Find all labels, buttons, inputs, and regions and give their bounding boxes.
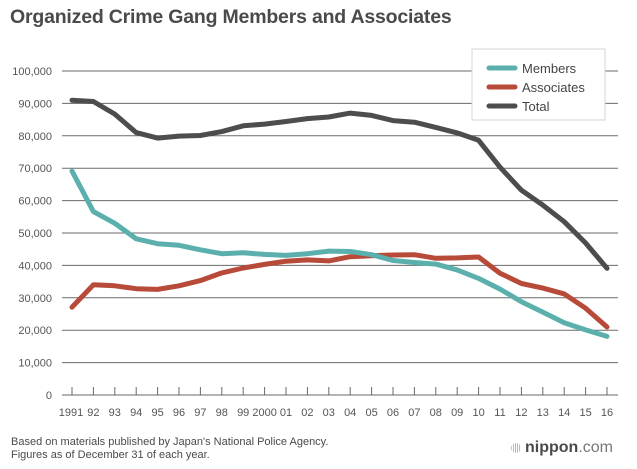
y-tick-label: 50,000 [18, 228, 52, 240]
legend-label-total: Total [522, 99, 550, 114]
x-tick-label: 11 [494, 407, 505, 419]
y-tick-label: 30,000 [18, 293, 52, 305]
series-lines [69, 97, 610, 339]
x-axis: 1991 92 93 94 95 96 97 98 99 2000 01 02 03 04 05 06 07 08… [59, 387, 613, 419]
y-tick-label: 90,000 [18, 98, 52, 110]
y-tick-label: 70,000 [18, 163, 52, 175]
series-line-associates [69, 252, 610, 330]
x-tick-label: 96 [173, 407, 185, 419]
y-tick-label: 0 [46, 390, 52, 402]
y-tick-label: 20,000 [18, 325, 52, 337]
series-line-total [69, 97, 610, 271]
x-tick-label: 06 [387, 407, 399, 419]
legend-label-members: Members [522, 61, 577, 76]
x-tick-label: 05 [365, 407, 377, 419]
y-tick-label: 80,000 [18, 131, 52, 143]
legend: Members Associates Total [471, 48, 606, 121]
x-tick-label: 08 [430, 407, 442, 419]
x-tick-label: 95 [151, 407, 163, 419]
brand-name: nippon [525, 439, 579, 456]
brand-suffix: .com [578, 439, 613, 456]
x-tick-label: 10 [472, 407, 484, 419]
x-tick-label: 99 [237, 407, 249, 419]
x-tick-label: 94 [130, 407, 142, 419]
x-tick-label: 13 [537, 407, 549, 419]
source-note-line-1: Based on materials published by Japan's … [11, 436, 329, 448]
source-note: Based on materials published by Japan's … [11, 436, 328, 462]
source-note-line-2: Figures as of December 31 of each year. [11, 449, 210, 461]
y-tick-label: 10,000 [18, 358, 52, 370]
x-tick-label: 93 [109, 407, 121, 419]
legend-label-associates: Associates [522, 80, 585, 95]
x-tick-label: 1991 [59, 407, 83, 419]
y-tick-label: 100,000 [12, 66, 52, 78]
x-tick-label: 14 [558, 407, 570, 419]
x-tick-label: 01 [280, 407, 292, 419]
x-tick-label: 16 [601, 407, 613, 419]
y-tick-label: 60,000 [18, 196, 52, 208]
y-tick-label: 40,000 [18, 260, 52, 272]
x-tick-label: 12 [515, 407, 527, 419]
nippon-logo-icon [511, 443, 521, 453]
x-tick-label: 15 [579, 407, 591, 419]
x-tick-label: 98 [216, 407, 228, 419]
series-line-members [69, 168, 610, 339]
brand-logo: nippon.com [511, 439, 613, 457]
x-tick-label: 03 [323, 407, 335, 419]
chart-title: Organized Crime Gang Members and Associa… [10, 6, 452, 28]
x-tick-label: 04 [344, 407, 356, 419]
x-tick-label: 92 [87, 407, 99, 419]
x-tick-label: 02 [301, 407, 313, 419]
x-tick-label: 97 [194, 407, 206, 419]
x-tick-label: 2000 [252, 407, 276, 419]
y-axis: 0 10,000 20,000 30,000 40,000 50,000 60,000 70,… [12, 66, 52, 402]
x-tick-label: 09 [451, 407, 463, 419]
x-tick-label: 07 [408, 407, 420, 419]
